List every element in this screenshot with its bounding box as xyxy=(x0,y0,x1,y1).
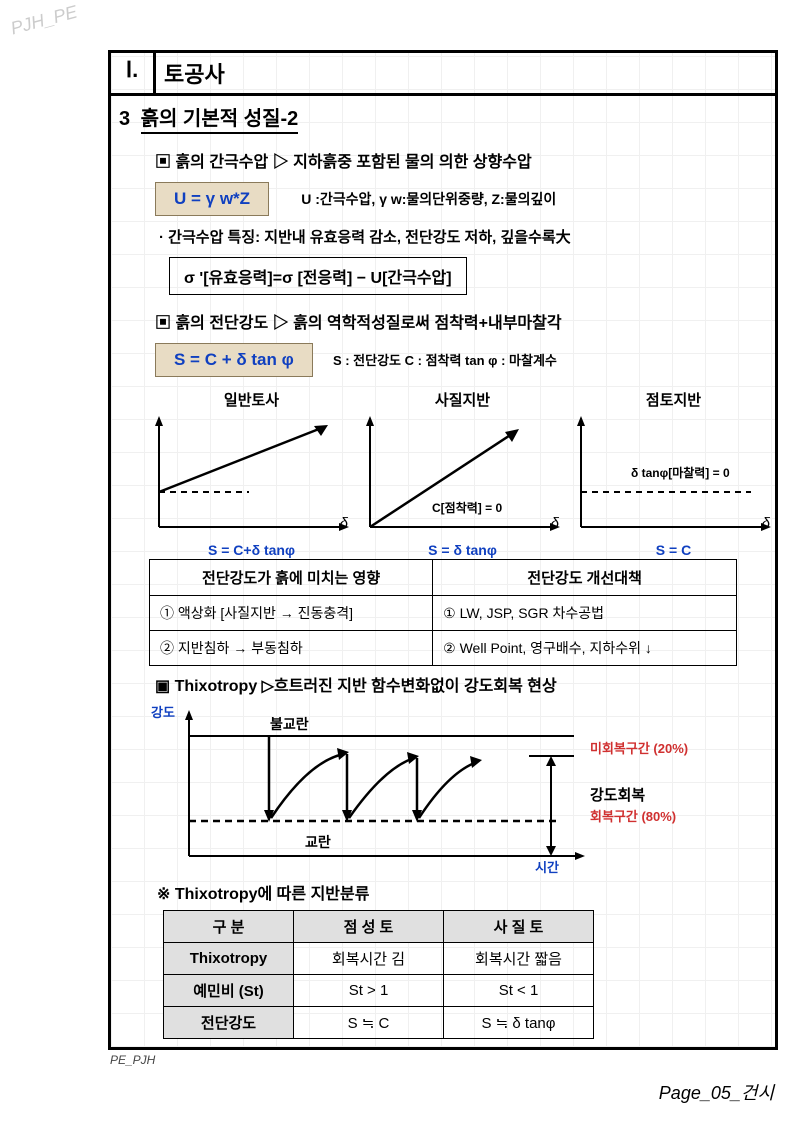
table2-h1: 전단강도가 흙에 미치는 영향 xyxy=(150,560,433,596)
chart-3-eq: S = C xyxy=(571,542,776,558)
thixo-ylabel: 강도 xyxy=(151,702,175,721)
header-row: Ⅰ. 토공사 xyxy=(111,53,775,96)
chart-1-svg xyxy=(149,412,354,537)
chart-3-svg: δ tanφ[마찰력] = 0 xyxy=(571,412,776,537)
chart-3: 점토지반 δ tanφ[마찰력] = 0 δ S = C xyxy=(571,389,776,549)
thixo-bot-label: 교란 xyxy=(305,832,331,852)
shear-def: S : 전단강도 C : 점착력 tan φ : 마찰계수 xyxy=(333,350,557,369)
pore-heading: ▣ 흙의 간극수압 ▷ 지하흙중 포함된 물의 의한 상향수압 xyxy=(155,148,749,172)
table3-h1: 구 분 xyxy=(164,911,294,943)
shear-formula: S = C + δ tan φ xyxy=(155,343,313,377)
thixo-xlabel: 시간 xyxy=(535,857,559,876)
shear-heading: ▣ 흙의 전단강도 ▷ 흙의 역학적성질로써 점착력+내부마찰각 xyxy=(155,309,749,333)
body: ▣ 흙의 간극수압 ▷ 지하흙중 포함된 물의 의한 상향수압 U = γ w*… xyxy=(111,138,775,1043)
table3-r2: 예민비 (St) xyxy=(164,975,294,1007)
thixo-chart: 강도 xyxy=(155,702,749,872)
chart-2: 사질지반 C[점착력] = 0 δ S = δ tanφ xyxy=(360,389,565,549)
footer-left: PE_PJH xyxy=(110,1053,155,1067)
section-title: 흙의 기본적 성질-2 xyxy=(141,108,299,134)
main-title: 토공사 xyxy=(156,53,775,93)
chart-3-annot: δ tanφ[마찰력] = 0 xyxy=(631,465,730,480)
table3-h3: 사 질 토 xyxy=(444,911,594,943)
thixo-heading: ▣ Thixotropy ▷흐트러진 지반 함수변화없이 강도회복 현상 xyxy=(155,672,749,696)
classification-table: 구 분 점 성 토 사 질 토 Thixotropy 회복시간 김 회복시간 짧… xyxy=(163,910,594,1039)
chart-2-annot: C[점착력] = 0 xyxy=(432,500,502,515)
section-row: 3 흙의 기본적 성질-2 xyxy=(111,96,775,138)
table2-h2: 전단강도 개선대책 xyxy=(433,560,737,596)
thixo-top-label: 불교란 xyxy=(270,714,309,734)
effects-table: 전단강도가 흙에 미치는 영향 전단강도 개선대책 ① 액상화 [사질지반 → … xyxy=(149,559,737,666)
section-number: 3 xyxy=(119,108,130,131)
table3-r2c2: St > 1 xyxy=(294,975,444,1007)
page-content: Ⅰ. 토공사 3 흙의 기본적 성질-2 ▣ 흙의 간극수압 ▷ 지하흙중 포함… xyxy=(111,53,775,1043)
thixo-right2: 강도회복 xyxy=(590,784,645,805)
table2-r2c1: ② 지반침하 → 부동침하 xyxy=(150,631,433,666)
chart-2-svg: C[점착력] = 0 xyxy=(360,412,565,537)
chart-1-x: δ xyxy=(340,515,348,532)
table2-r2c2: ② Well Point, 영구배수, 지하수위 ↓ xyxy=(433,631,737,666)
chart-1-eq: S = C+δ tanφ xyxy=(149,542,354,558)
charts-row: 일반토사 δ S = C+δ tanφ 사질지반 xyxy=(149,389,749,549)
chart-3-title: 점토지반 xyxy=(571,389,776,410)
thixo-note: ※ Thixotropy에 따른 지반분류 xyxy=(157,880,749,904)
chart-1: 일반토사 δ S = C+δ tanφ xyxy=(149,389,354,549)
chart-1-title: 일반토사 xyxy=(149,389,354,410)
table3-r3c3: S ≒ δ tanφ xyxy=(444,1007,594,1039)
pore-def: U :간극수압, γ w:물의단위중량, Z:물의깊이 xyxy=(301,189,556,209)
pore-eff-box: σ '[유효응력]=σ [전응력] − U[간극수압] xyxy=(169,257,467,295)
thixo-svg xyxy=(179,706,599,866)
table3-r2c3: St < 1 xyxy=(444,975,594,1007)
table3-h2: 점 성 토 xyxy=(294,911,444,943)
pore-formula: U = γ w*Z xyxy=(155,182,269,216)
footer-right: Page_05_건시 xyxy=(659,1079,774,1105)
table3-r1c2: 회복시간 김 xyxy=(294,943,444,975)
watermark-top: PJH_PE xyxy=(8,2,79,40)
roman-numeral: Ⅰ. xyxy=(111,53,156,93)
chart-3-x: δ xyxy=(762,515,770,532)
table3-r3c2: S ≒ C xyxy=(294,1007,444,1039)
table3-r1c3: 회복시간 짧음 xyxy=(444,943,594,975)
chart-2-eq: S = δ tanφ xyxy=(360,542,565,558)
pore-char: · 간극수압 특징: 지반내 유효응력 감소, 전단강도 저하, 깊을수록大 xyxy=(159,226,749,247)
table3-r3: 전단강도 xyxy=(164,1007,294,1039)
thixo-right1: 미회복구간 (20%) xyxy=(590,738,688,757)
chart-2-title: 사질지반 xyxy=(360,389,565,410)
table2-r1c2: ① LW, JSP, SGR 차수공법 xyxy=(433,596,737,631)
chart-2-x: δ xyxy=(551,515,559,532)
table2-r1c1: ① 액상화 [사질지반 → 진동충격] xyxy=(150,596,433,631)
thixo-right3: 회복구간 (80%) xyxy=(590,806,676,825)
page-frame: Ⅰ. 토공사 3 흙의 기본적 성질-2 ▣ 흙의 간극수압 ▷ 지하흙중 포함… xyxy=(108,50,778,1050)
table3-r1: Thixotropy xyxy=(164,943,294,975)
